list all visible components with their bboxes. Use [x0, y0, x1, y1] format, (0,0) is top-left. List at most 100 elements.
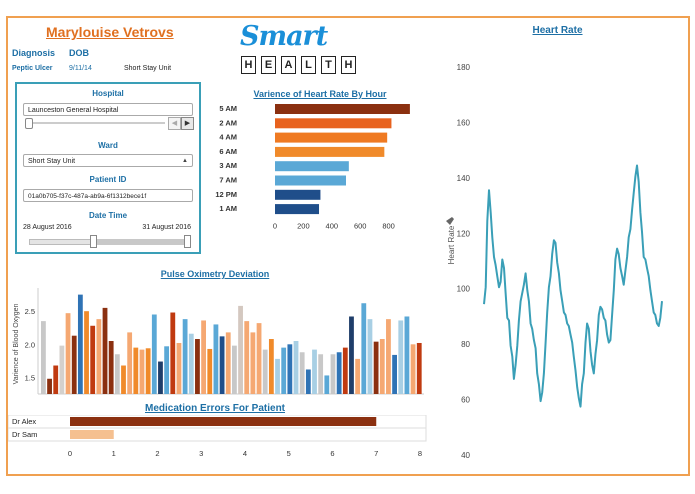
variance-bar	[275, 146, 385, 157]
pulse-bar	[238, 305, 243, 394]
hospital-input[interactable]: Launceston General Hospital	[23, 103, 193, 116]
date-slider-range[interactable]	[93, 239, 189, 245]
date-slider-end-thumb[interactable]	[184, 235, 191, 248]
pulse-bar	[268, 339, 274, 394]
pulse-bar	[410, 344, 416, 394]
next-button[interactable]: ▶	[181, 117, 194, 130]
pulse-bar	[102, 307, 108, 394]
heart-rate-y-tick: 140	[457, 174, 471, 183]
patient-name[interactable]: Marylouise Vetrovs	[46, 24, 174, 40]
heart-rate-y-tick: 160	[457, 118, 471, 127]
date-start: 28 August 2016	[23, 224, 72, 231]
pulse-bar	[145, 348, 151, 394]
health-logo-letter: H	[241, 56, 256, 74]
heart-rate-line	[483, 164, 663, 408]
pulse-bar	[225, 332, 231, 394]
date-slider-start-thumb[interactable]	[90, 235, 97, 248]
pulse-bar	[287, 344, 293, 394]
variance-category-label: 1 AM	[219, 204, 237, 213]
pulse-bar	[336, 352, 342, 394]
pulse-y-tick: 2.5	[25, 307, 35, 316]
pulse-y-label: Varience of Blood Oxygen	[13, 303, 20, 384]
medication-x-tick: 4	[243, 449, 247, 458]
pulse-bar	[71, 335, 77, 394]
pulse-bar	[84, 311, 89, 394]
ward-select[interactable]: Short Stay Unit ▲	[23, 154, 193, 167]
pulse-bar	[262, 349, 268, 394]
variance-category-label: 7 AM	[219, 176, 237, 185]
heart-rate-y-label: Heart Rate	[447, 225, 456, 264]
pulse-bar	[170, 312, 176, 394]
health-logo-letter: L	[301, 56, 316, 74]
pulse-bar	[318, 354, 324, 394]
pulse-bar	[213, 324, 219, 394]
heart-rate-y-tick: 60	[461, 396, 470, 405]
pulse-bar	[207, 348, 213, 394]
pulse-bar	[65, 313, 71, 394]
variance-bar	[275, 118, 392, 129]
pulse-bar	[219, 336, 225, 394]
variance-bar	[275, 161, 349, 172]
heart-rate-y-tick: 40	[461, 451, 470, 460]
pulse-bar	[151, 314, 157, 394]
ward-select-value: Short Stay Unit	[28, 158, 76, 165]
pulse-bar	[379, 339, 385, 394]
patient-id-value: 01a0b705-f37c-487a-ab9a-6f1312bece1f	[28, 193, 147, 200]
heart-rate-title: Heart Rate	[532, 25, 583, 36]
health-logo-letter: A	[281, 56, 296, 74]
medication-x-tick: 8	[418, 449, 422, 458]
variance-x-tick: 600	[354, 221, 367, 230]
pulse-bar	[182, 319, 188, 394]
medication-x-tick: 7	[374, 449, 378, 458]
medication-x-tick: 1	[112, 449, 116, 458]
hospital-label: Hospital	[92, 89, 124, 98]
pulse-bar	[188, 333, 194, 394]
pulse-bar	[275, 358, 280, 394]
pulse-bar	[355, 358, 361, 394]
pulse-bar	[158, 361, 163, 394]
pulse-y-tick: 2.0	[25, 340, 35, 349]
variance-bar	[275, 189, 321, 200]
date-end: 31 August 2016	[142, 224, 191, 231]
variance-x-tick: 200	[297, 221, 310, 230]
pulse-bar	[53, 365, 59, 394]
pulse-bar	[108, 341, 114, 394]
pulse-bar	[349, 316, 354, 394]
pulse-bar	[77, 294, 83, 394]
medication-doctor-label: Dr Alex	[12, 417, 36, 426]
health-logo-letter: H	[341, 56, 356, 74]
hospital-slider-track[interactable]	[25, 122, 165, 124]
smart-logo-text: Smart	[240, 21, 328, 52]
patient-id-select[interactable]: 01a0b705-f37c-487a-ab9a-6f1312bece1f	[23, 189, 193, 202]
medication-x-tick: 2	[155, 449, 159, 458]
medication-x-tick: 6	[330, 449, 334, 458]
dob-value: 9/11/14	[69, 65, 92, 72]
filter-panel: Hospital Launceston General Hospital ◀ ▶…	[15, 82, 201, 254]
variance-category-label: 12 PM	[215, 190, 237, 199]
unit-value: Short Stay Unit	[124, 65, 172, 72]
pulse-bar	[195, 339, 200, 394]
pulse-chart: 1.5 2.0 2.5 Varience of Blood Oxygen	[13, 288, 424, 395]
variance-x-tick: 800	[382, 221, 395, 230]
health-logo-letter: T	[321, 56, 336, 74]
pulse-bar	[41, 321, 46, 394]
medication-x-tick: 0	[68, 449, 72, 458]
pulse-bar	[312, 349, 317, 394]
pulse-bar	[90, 325, 96, 394]
variance-bar	[275, 104, 410, 114]
dashboard-frame	[6, 16, 690, 476]
variance-bar	[275, 175, 346, 186]
pulse-bar	[232, 345, 237, 394]
medication-x-tick: 5	[287, 449, 291, 458]
heart-rate-y-tick: 80	[461, 340, 470, 349]
prev-button[interactable]: ◀	[168, 117, 181, 130]
heart-rate-y-tick: 120	[457, 229, 471, 238]
pulse-bar	[47, 378, 52, 394]
patient-id-label: Patient ID	[89, 175, 127, 184]
hospital-slider-thumb[interactable]	[25, 118, 33, 129]
variance-chart-title: Varience of Heart Rate By Hour	[253, 89, 387, 99]
pulse-bar	[305, 369, 311, 394]
variance-x-tick: 0	[273, 221, 277, 230]
variance-category-label: 5 AM	[219, 104, 237, 113]
pulse-bar	[59, 345, 65, 394]
